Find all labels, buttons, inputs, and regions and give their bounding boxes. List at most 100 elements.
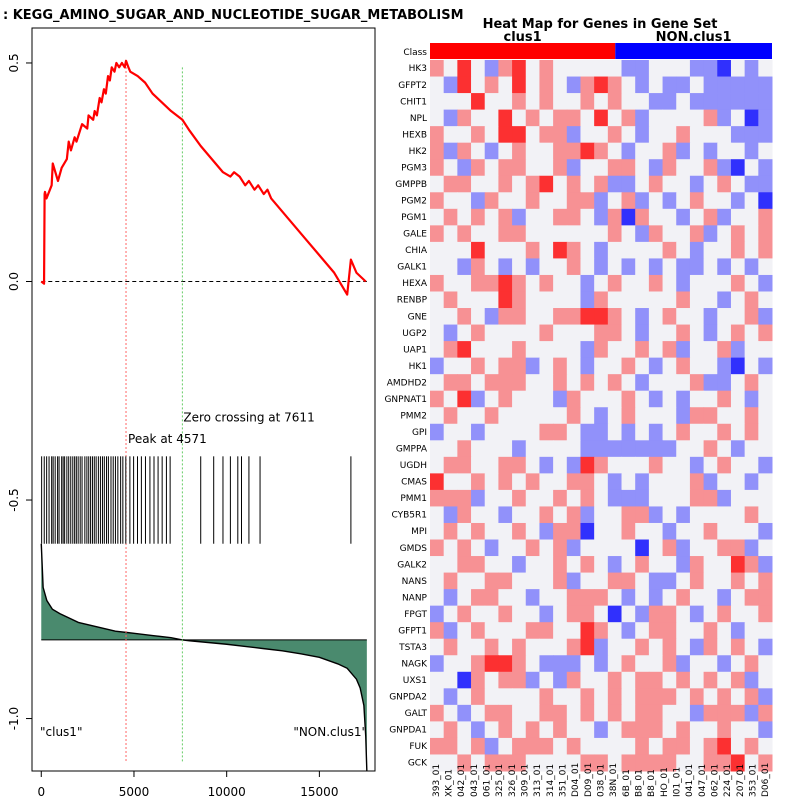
heatmap-cell <box>689 324 705 342</box>
heatmap-row-label: UXS1 <box>403 676 427 686</box>
heatmap-cell <box>703 159 718 177</box>
heatmap-cell <box>553 539 568 557</box>
heatmap-cell <box>553 192 568 210</box>
heatmap-cell <box>525 258 540 276</box>
heatmap-cell <box>580 341 595 359</box>
heatmap-cell <box>676 208 691 226</box>
heatmap-cell <box>703 241 718 259</box>
heatmap-cell <box>512 241 527 259</box>
heatmap-cell <box>539 76 554 94</box>
heatmap-cell <box>484 274 499 292</box>
heatmap-cell <box>703 721 718 739</box>
heatmap-cell <box>457 572 472 590</box>
heatmap-cell <box>717 357 732 375</box>
heatmap-cell <box>430 142 445 160</box>
heatmap-cell <box>730 440 746 458</box>
heatmap-cell <box>484 440 499 458</box>
heatmap-cell <box>443 241 458 259</box>
heatmap-cell <box>744 556 759 574</box>
heatmap-cell <box>512 655 527 673</box>
heatmap-cell <box>607 109 623 127</box>
heatmap-cell <box>662 489 677 507</box>
heatmap-cell <box>484 291 499 309</box>
heatmap-column-label: 042_01 <box>457 764 467 797</box>
heatmap-cell <box>498 638 513 656</box>
heatmap-row-label: NAGK <box>401 659 428 669</box>
heatmap-cell <box>635 522 650 541</box>
heatmap-cell <box>730 126 746 144</box>
heatmap-cell <box>607 390 623 408</box>
heatmap-cell <box>430 109 445 127</box>
heatmap-cell <box>594 556 609 574</box>
heatmap-cell <box>553 308 568 326</box>
heatmap-cell <box>730 456 746 474</box>
heatmap-cell <box>512 258 527 276</box>
heatmap-cell <box>717 208 732 226</box>
heatmap-cell <box>648 308 664 326</box>
heatmap-cell <box>566 473 581 491</box>
heatmap-cell <box>744 522 759 541</box>
heatmap-cell <box>471 60 486 78</box>
heatmap-cell <box>539 423 554 441</box>
heatmap-row-label: HEXA <box>402 279 428 289</box>
heatmap-cell <box>512 374 527 392</box>
heatmap-cell <box>676 440 691 458</box>
heatmap-cell <box>758 655 773 673</box>
heatmap-cell <box>457 638 472 656</box>
x-tick-label: 10000 <box>208 785 246 799</box>
heatmap-cell <box>607 556 623 574</box>
heatmap-column-label: 043_01 <box>470 764 480 797</box>
heatmap-cell <box>498 390 513 408</box>
heatmap-cell <box>566 208 581 226</box>
heatmap-cell <box>594 225 609 243</box>
heatmap-cell <box>443 473 458 491</box>
heatmap-cell <box>621 407 636 425</box>
heatmap-cell <box>730 308 746 326</box>
heatmap-cell <box>758 473 773 491</box>
heatmap-cell <box>566 308 581 326</box>
heatmap-cell <box>607 308 623 326</box>
heatmap-column-label: D06_01 <box>761 763 771 797</box>
heatmap-cell <box>512 159 527 177</box>
heatmap-cell <box>512 291 527 309</box>
heatmap-cell <box>553 638 568 656</box>
heatmap-cell <box>539 109 554 127</box>
heatmap-cell <box>471 175 486 193</box>
heatmap-cell <box>676 109 691 127</box>
heatmap-cell <box>539 489 554 507</box>
heatmap-cell <box>553 423 568 441</box>
heatmap-cell <box>580 274 595 292</box>
heatmap-cell <box>744 589 759 607</box>
heatmap-cell <box>648 473 664 491</box>
heatmap-cell <box>580 241 595 259</box>
heatmap-cell <box>689 76 705 94</box>
heatmap-cell <box>512 688 527 706</box>
heatmap-cell <box>717 159 732 177</box>
heatmap-cell <box>471 308 486 326</box>
heatmap-cell <box>594 93 609 111</box>
heatmap-cell <box>512 60 527 78</box>
heatmap-cell <box>621 374 636 392</box>
heatmap-cell <box>676 308 691 326</box>
heatmap-cell <box>512 93 527 111</box>
heatmap-cell <box>580 506 595 524</box>
heatmap-cell <box>703 93 718 111</box>
heatmap-cell <box>662 721 677 739</box>
heatmap-cell <box>703 737 718 755</box>
heatmap-cell <box>703 572 718 590</box>
heatmap-cell <box>730 589 746 607</box>
heatmap-cell <box>580 572 595 590</box>
heatmap-cell <box>744 407 759 425</box>
heatmap-column-label: B8_01 <box>647 769 657 797</box>
heatmap-cell <box>553 109 568 127</box>
heatmap-row-label: NPL <box>410 114 427 124</box>
heatmap-cell <box>758 638 773 656</box>
heatmap-cell <box>676 192 691 210</box>
heatmap-cell <box>744 737 759 755</box>
heatmap-cell <box>635 456 650 474</box>
heatmap-cell <box>621 638 636 656</box>
heatmap-cell <box>635 407 650 425</box>
heatmap-cell <box>539 572 554 590</box>
heatmap-cell <box>758 754 773 772</box>
heatmap-cell <box>498 688 513 706</box>
